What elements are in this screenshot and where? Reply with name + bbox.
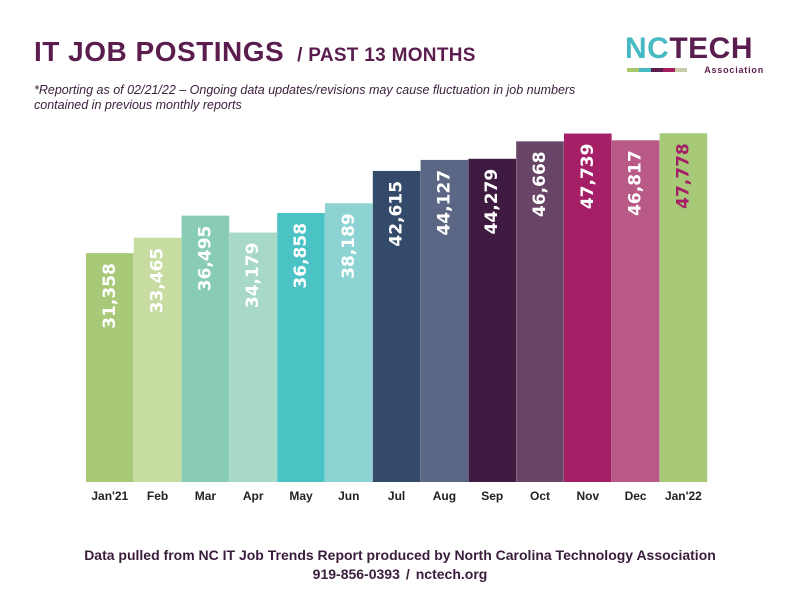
bar-5 (325, 203, 373, 482)
category-label-10: Nov (576, 489, 599, 503)
bar-value-label-0: 31,358 (100, 263, 120, 329)
footer-url[interactable]: nctech.org (415, 566, 488, 582)
category-label-0: Jan'21 (91, 489, 128, 503)
bar-value-label-8: 44,279 (482, 169, 502, 235)
bar-2 (181, 215, 230, 482)
category-label-6: Jul (388, 489, 405, 503)
chart-title: IT JOB POSTINGS / PAST 13 MONTHS (34, 32, 476, 69)
category-label-3: Apr (243, 489, 264, 503)
bar-value-label-9: 46,668 (530, 151, 550, 217)
bar-10 (564, 133, 612, 483)
footer: Data pulled from NC IT Job Trends Report… (0, 546, 800, 584)
bar-value-label-3: 34,179 (243, 243, 263, 309)
footer-separator: / (405, 566, 410, 582)
title-main: IT JOB POSTINGS (34, 36, 285, 67)
bar-0 (86, 253, 134, 482)
footer-source: Data pulled from NC IT Job Trends Report… (84, 547, 716, 563)
category-label-4: May (289, 489, 313, 503)
footer-phone: 919-856-0393 (312, 566, 400, 582)
bar-1 (133, 237, 182, 482)
bar-3 (229, 232, 277, 482)
logo-strip-segment (651, 68, 663, 72)
logo-strip-segment (627, 68, 639, 72)
bar-4 (277, 212, 325, 482)
bar-8 (468, 158, 516, 482)
nctech-logo: NCTECH Association (625, 33, 770, 76)
logo-color-strip (627, 68, 687, 72)
bar-value-label-2: 36,495 (195, 226, 215, 292)
bar-value-label-6: 42,615 (387, 181, 407, 247)
category-label-5: Jun (338, 489, 359, 503)
category-label-11: Dec (625, 489, 647, 503)
bar-value-label-1: 33,465 (148, 248, 168, 314)
logo-association: Association (704, 65, 764, 75)
logo-wordmark: NCTECH (625, 33, 753, 65)
footer-contact: 919-856-0393 / nctech.org (0, 565, 800, 584)
category-label-9: Oct (530, 489, 550, 503)
bar-6 (372, 170, 421, 482)
logo-nc: NC (625, 32, 670, 65)
bar-11 (611, 140, 660, 482)
title-subtitle: / PAST 13 MONTHS (297, 45, 476, 66)
bar-value-label-10: 47,739 (578, 144, 598, 210)
bar-9 (516, 141, 564, 482)
bar-value-label-5: 38,189 (339, 213, 359, 279)
logo-tech: TECH (669, 32, 754, 65)
bar-7 (420, 159, 469, 482)
bar-value-label-11: 46,817 (626, 150, 646, 216)
bar-12 (659, 133, 708, 483)
logo-strip-segment (639, 68, 651, 72)
category-label-2: Mar (195, 489, 217, 503)
bar-value-label-7: 44,127 (434, 170, 454, 236)
category-label-8: Sep (481, 489, 503, 503)
logo-strip-segment (675, 68, 687, 72)
reporting-note: *Reporting as of 02/21/22 – Ongoing data… (34, 83, 576, 112)
category-label-12: Jan'22 (665, 489, 702, 503)
category-label-7: Aug (433, 489, 456, 503)
bar-value-label-12: 47,778 (673, 143, 693, 209)
logo-strip-segment (663, 68, 675, 72)
category-label-1: Feb (147, 489, 168, 503)
bar-value-label-4: 36,858 (291, 223, 311, 289)
